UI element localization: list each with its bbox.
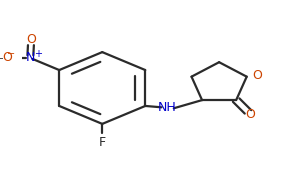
Text: NH: NH bbox=[158, 101, 177, 114]
Text: F: F bbox=[99, 136, 106, 149]
Text: O: O bbox=[3, 51, 13, 64]
Text: N: N bbox=[26, 51, 35, 64]
Text: –: – bbox=[0, 53, 3, 63]
Text: +: + bbox=[34, 49, 42, 59]
Text: O: O bbox=[246, 108, 255, 121]
Text: O: O bbox=[26, 33, 36, 46]
Text: −: − bbox=[7, 49, 15, 59]
Text: O: O bbox=[252, 69, 262, 82]
